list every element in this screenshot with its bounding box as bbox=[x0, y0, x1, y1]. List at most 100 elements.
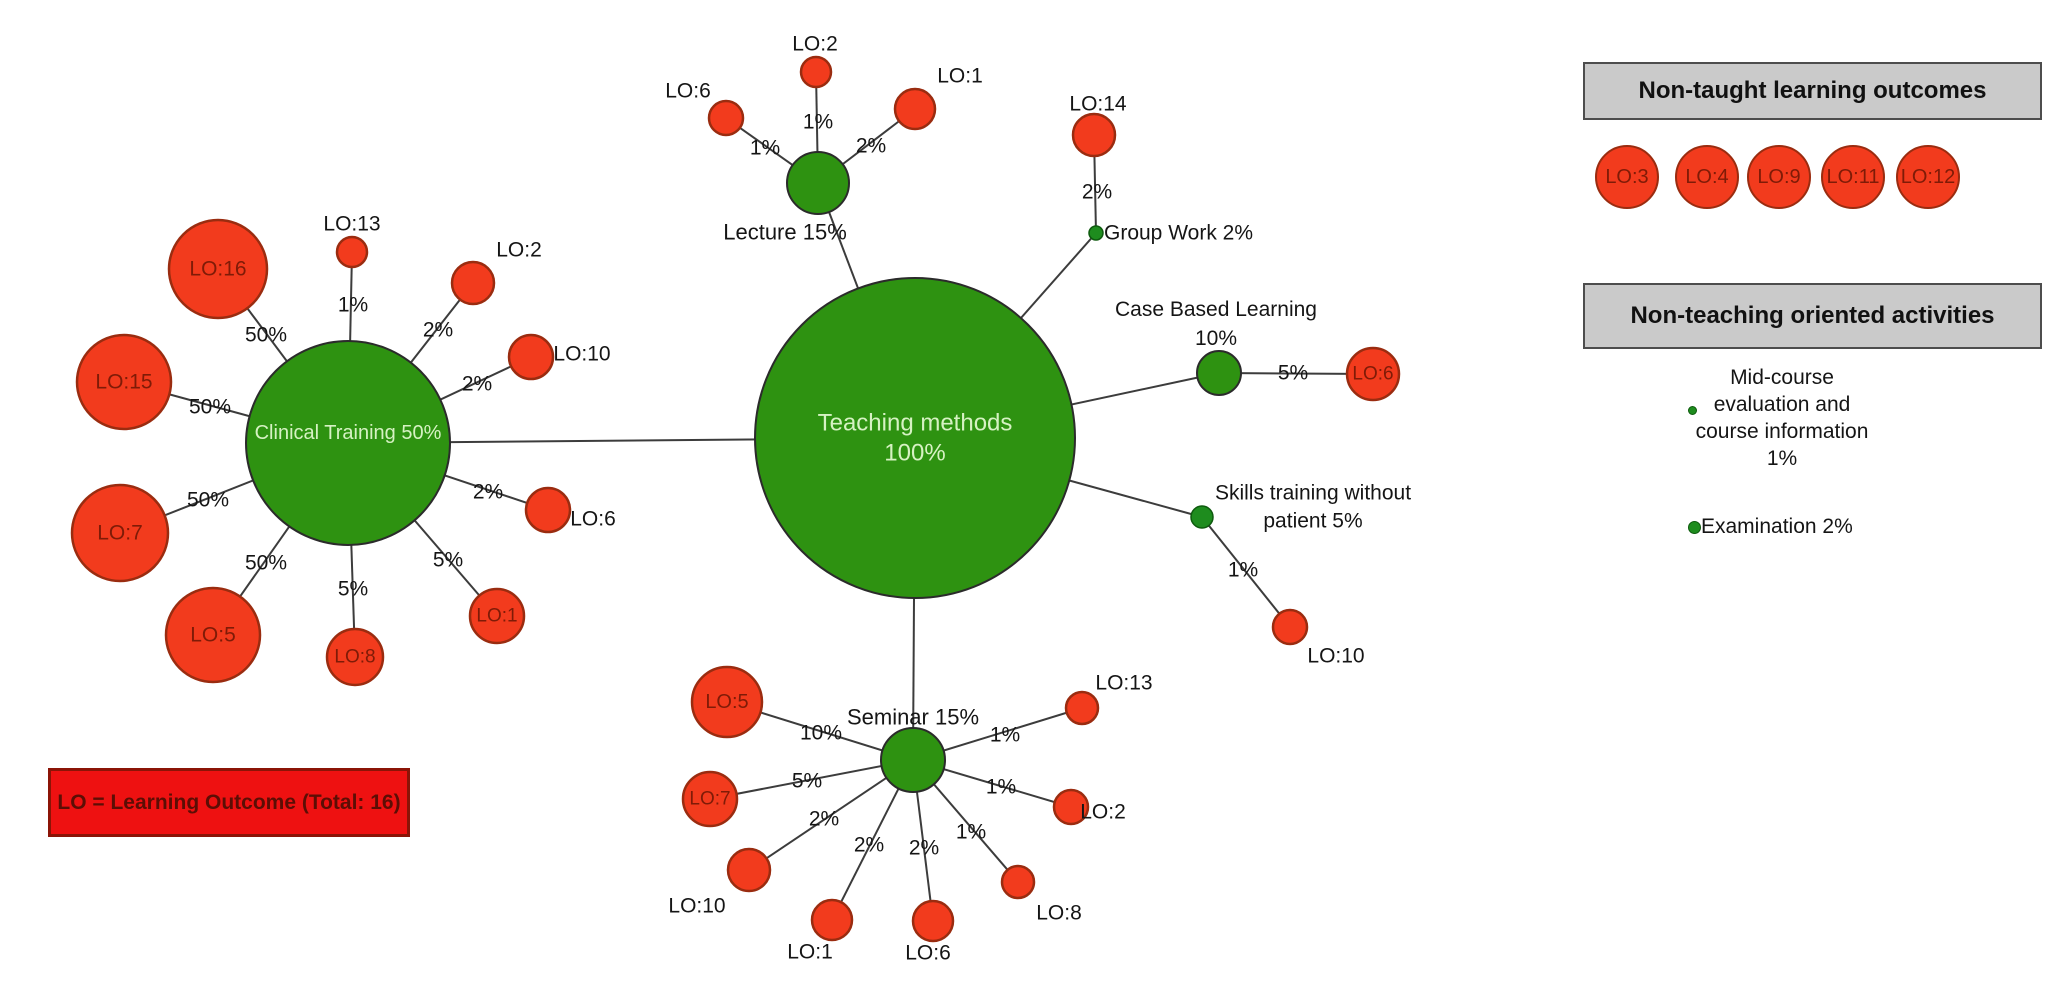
edge-skills-sk_lo10 bbox=[1201, 516, 1291, 628]
label-sem_lo13: LO:13 bbox=[1095, 672, 1152, 695]
label-lecture: Lecture 15% bbox=[723, 220, 847, 245]
label-lec_lo6: LO:6 bbox=[665, 80, 711, 103]
edge-label-seminar-sem_lo13: 1% bbox=[990, 724, 1020, 747]
edge-label-seminar-sem_lo10: 2% bbox=[809, 808, 839, 831]
edge-label-clinical-ct_lo15: 50% bbox=[189, 396, 231, 419]
edge-label-seminar-sem_lo8: 1% bbox=[956, 821, 986, 844]
node-ct_lo7 bbox=[70, 483, 170, 583]
edge-label-clinical-ct_lo16: 50% bbox=[245, 324, 287, 347]
edge-label-seminar-sem_lo7: 5% bbox=[792, 770, 822, 793]
node-ct_lo16 bbox=[167, 218, 269, 320]
label-ct_lo2: LO:2 bbox=[496, 239, 542, 262]
node-ct_lo8 bbox=[325, 627, 385, 687]
legend-lo12-circle: LO:12 bbox=[1896, 145, 1960, 209]
edge-label-clinical-ct_lo1: 5% bbox=[433, 549, 463, 572]
mid-course-line: evaluation and bbox=[1713, 393, 1851, 416]
legend-lo11-circle: LO:11 bbox=[1821, 145, 1885, 209]
node-ct_lo6 bbox=[524, 486, 572, 534]
node-groupwork bbox=[1088, 225, 1104, 241]
label-sem_lo7: LO:7 bbox=[689, 789, 730, 810]
label-lec_lo1: LO:1 bbox=[937, 65, 983, 88]
node-sem_lo2 bbox=[1052, 788, 1090, 826]
edge-label-lecture-lec_lo2: 1% bbox=[803, 111, 833, 134]
node-gw_lo14 bbox=[1071, 112, 1117, 158]
edge-label-clinical-ct_lo7: 50% bbox=[187, 489, 229, 512]
node-sem_lo13 bbox=[1064, 690, 1100, 726]
node-seminar bbox=[880, 727, 946, 793]
node-sem_lo6 bbox=[911, 899, 955, 943]
node-cbl bbox=[1196, 350, 1242, 396]
legend-non-taught-header: Non-taught learning outcomes bbox=[1583, 62, 2042, 120]
label-sk_lo10: LO:10 bbox=[1307, 645, 1364, 668]
edge-label-groupwork-gw_lo14: 2% bbox=[1082, 181, 1112, 204]
label-ct_lo7: LO:7 bbox=[97, 522, 143, 545]
edge-label-cbl-cbl_lo6: 5% bbox=[1278, 362, 1308, 385]
label-sem_lo6: LO:6 bbox=[905, 942, 951, 965]
label-cbl_lo6: LO:6 bbox=[1352, 364, 1393, 385]
node-lec_lo6 bbox=[707, 99, 745, 137]
node-sk_lo10 bbox=[1271, 608, 1309, 646]
label-sem_lo2: LO:2 bbox=[1080, 801, 1126, 824]
label-cbl: Case Based Learning bbox=[1115, 298, 1317, 321]
lo-note-box: LO = Learning Outcome (Total: 16) bbox=[48, 768, 410, 837]
label-sem_lo5: LO:5 bbox=[705, 691, 748, 713]
node-ct_lo13 bbox=[335, 235, 369, 269]
label-clinical: Clinical Training 50% bbox=[255, 422, 442, 444]
label-skills: Skills training without bbox=[1215, 482, 1411, 505]
legend-lo9-circle: LO:9 bbox=[1747, 145, 1811, 209]
label-groupwork: Group Work 2% bbox=[1104, 222, 1253, 245]
edge-label-seminar-sem_lo1: 2% bbox=[854, 834, 884, 857]
edge-seminar-sem_lo7 bbox=[709, 759, 914, 800]
node-ct_lo15 bbox=[75, 333, 173, 431]
node-clinical bbox=[245, 340, 451, 546]
node-teaching bbox=[754, 277, 1076, 599]
label-ct_lo13: LO:13 bbox=[323, 213, 380, 236]
node-skills bbox=[1190, 505, 1214, 529]
label-teaching: 100% bbox=[884, 440, 945, 467]
examination-item: Examination 2% bbox=[1701, 515, 1853, 538]
label-ct_lo5: LO:5 bbox=[190, 624, 236, 647]
node-sem_lo7 bbox=[681, 770, 739, 828]
legend-non-teaching-header: Non-teaching oriented activities bbox=[1583, 283, 2042, 349]
examination-dot-icon bbox=[1688, 521, 1701, 534]
label-ct_lo6: LO:6 bbox=[570, 508, 616, 531]
edge-label-lecture-lec_lo6: 1% bbox=[750, 137, 780, 160]
mid-course-line: 1% bbox=[1766, 447, 1798, 470]
mid-course-dot-icon bbox=[1688, 406, 1697, 415]
label-sem_lo10: LO:10 bbox=[668, 895, 725, 918]
label-ct_lo16: LO:16 bbox=[189, 258, 246, 281]
edge-label-clinical-ct_lo13: 1% bbox=[338, 294, 368, 317]
label-ct_lo1: LO:1 bbox=[476, 606, 517, 627]
edge-label-clinical-ct_lo10: 2% bbox=[462, 373, 492, 396]
node-ct_lo10 bbox=[507, 333, 555, 381]
mid-course-item: Mid-course evaluation and course informa… bbox=[1632, 364, 1932, 472]
node-cbl_lo6 bbox=[1345, 346, 1401, 402]
legend-lo4-circle: LO:4 bbox=[1675, 145, 1739, 209]
edge-label-seminar-sem_lo5: 10% bbox=[800, 722, 842, 745]
label-sem_lo1: LO:1 bbox=[787, 941, 833, 964]
label-ct_lo8: LO:8 bbox=[334, 647, 375, 668]
edge-label-clinical-ct_lo2: 2% bbox=[423, 319, 453, 342]
label-skills: patient 5% bbox=[1263, 510, 1362, 533]
edge-label-skills-sk_lo10: 1% bbox=[1228, 559, 1258, 582]
node-sem_lo8 bbox=[1000, 864, 1036, 900]
node-sem_lo1 bbox=[810, 898, 854, 942]
node-ct_lo1 bbox=[468, 587, 526, 645]
label-cbl: 10% bbox=[1195, 327, 1237, 350]
label-seminar: Seminar 15% bbox=[847, 705, 979, 730]
edge-label-clinical-ct_lo8: 5% bbox=[338, 578, 368, 601]
mid-course-line: course information bbox=[1695, 420, 1869, 443]
node-ct_lo5 bbox=[164, 586, 262, 684]
edge-label-seminar-sem_lo2: 1% bbox=[986, 776, 1016, 799]
node-sem_lo10 bbox=[726, 847, 772, 893]
label-lec_lo2: LO:2 bbox=[792, 33, 838, 56]
node-lecture bbox=[786, 151, 850, 215]
node-lec_lo2 bbox=[799, 55, 833, 89]
label-sem_lo8: LO:8 bbox=[1036, 902, 1082, 925]
label-teaching: Teaching methods bbox=[818, 410, 1013, 437]
node-ct_lo2 bbox=[450, 260, 496, 306]
edge-label-seminar-sem_lo6: 2% bbox=[909, 837, 939, 860]
mid-course-line: Mid-course bbox=[1730, 366, 1834, 389]
edge-label-lecture-lec_lo1: 2% bbox=[856, 135, 886, 158]
